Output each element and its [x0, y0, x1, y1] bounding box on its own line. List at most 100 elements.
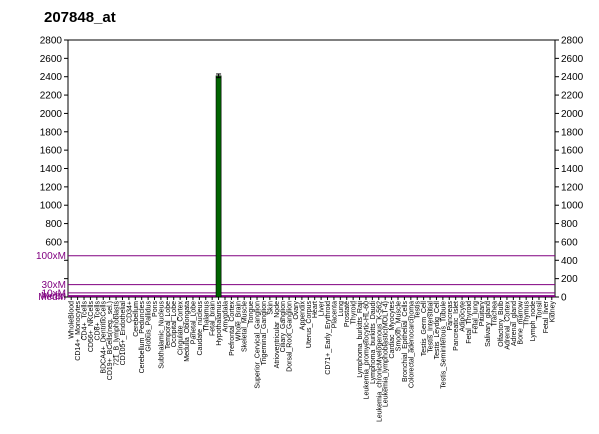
left-tick-label: 2600 [40, 54, 63, 65]
category-label: Liver [319, 300, 326, 316]
category-label: Pancreas [447, 301, 454, 331]
category-label: Testis_Germ_Cell [421, 301, 428, 357]
category-label: Subthalamic_Nucleus [158, 301, 165, 369]
left-tick-label: 600 [45, 237, 62, 248]
category-label: Bone_marrow [517, 300, 524, 345]
category-label: Cerebellum [133, 301, 140, 337]
category-label: Skin [267, 301, 274, 315]
category-label: Tongue [248, 301, 255, 324]
category-label: Cerebellum_Peduncles [139, 301, 146, 374]
category-label: Placenta [331, 301, 338, 328]
category-label: Adipocyte [460, 301, 467, 332]
left-tick-label: 1600 [40, 146, 63, 157]
category-label: Lymphoma_burkitts_Raji [357, 301, 364, 378]
left-tick-label: 2800 [40, 36, 63, 47]
right-tick-label: 2800 [561, 36, 584, 47]
category-label: Smooth_Muscle [396, 301, 403, 351]
category-label: Adrenal_Cortex [504, 301, 511, 350]
right-tick-label: 2600 [561, 54, 584, 65]
category-label: Trigeminal_Ganglion [261, 301, 268, 365]
category-label: Kidney [549, 301, 556, 323]
category-label: Ciliary_Ganglion [280, 301, 287, 352]
left-tick-label: 1400 [40, 164, 63, 175]
category-label: Globus_Pallidus [146, 301, 153, 352]
category-label: CD34+ [126, 301, 133, 323]
category-label: Heart [312, 301, 319, 318]
reference-line-label: Mean [41, 291, 66, 302]
right-tick-label: 1400 [561, 164, 584, 175]
category-label: Lung [338, 301, 345, 317]
left-tick-label: 2200 [40, 91, 63, 102]
category-label: Testis_Seminiferous_Tubule [440, 301, 447, 389]
category-label: Pancreatic_Islet [453, 301, 460, 351]
category-label: Atrioventricular_Node [274, 301, 281, 368]
right-tick-label: 200 [561, 274, 578, 285]
category-label: Lymphoma_burkitts_Daudi [370, 301, 377, 384]
category-label: Tonsil [536, 301, 543, 319]
right-tick-label: 400 [561, 256, 578, 267]
category-label: Fetal_lung [472, 301, 479, 334]
category-label: Thyroid [351, 301, 358, 324]
category-label: CD8+_Tcells [94, 301, 101, 341]
category-label: Uterus_Corpus [306, 301, 313, 349]
category-label: Ovary [293, 301, 300, 320]
category-label: BDCA4+_DentriticCells [101, 301, 108, 374]
category-label: Whole_Brain [235, 301, 242, 341]
category-label: Caudate_nucleus [197, 301, 204, 356]
category-label: Hypothalamus [216, 301, 223, 346]
left-tick-label: 1200 [40, 182, 63, 193]
bar [215, 75, 222, 298]
category-label: Skeletal_Muscle [242, 301, 249, 352]
category-label: Thalamus [203, 301, 210, 332]
reference-line-label: MedM [38, 292, 66, 303]
reference-line-label: 100xM [36, 251, 66, 262]
category-label: Pons [152, 301, 159, 317]
category-label: Fetal_brain [210, 301, 217, 336]
right-tick-label: 2200 [561, 91, 584, 102]
category-label: Dorsal_Root_Ganglion [287, 301, 294, 372]
reference-line-label: 30xM [42, 280, 66, 291]
category-label: CD4+_Tcells [82, 301, 89, 341]
bars [215, 73, 222, 298]
category-label: CD14+_Monocytes [75, 301, 82, 361]
category-label: Leukemia_lymphoblastic(MOLT-4) [383, 301, 390, 407]
left-tick-label: 2000 [40, 109, 63, 120]
category-label: CD71+_Early_Erythroid [325, 301, 332, 375]
category-label: WholeBlood [69, 301, 76, 339]
category-label: Amygdala [222, 301, 229, 332]
right-y-axis: 0 200 400 600 800 1000 1200 1400 1600 1800 2000 220… [555, 36, 584, 304]
category-label: Thymus [524, 301, 531, 326]
right-tick-label: 1800 [561, 127, 584, 138]
right-tick-label: 600 [561, 237, 578, 248]
left-tick-label: 1000 [40, 201, 63, 212]
reference-line-label: 10xM [42, 288, 66, 299]
right-tick-label: 1600 [561, 146, 584, 157]
category-label: Leukemia_promyelocytic-HL-60 [363, 301, 370, 400]
category-label: Adrenal_gland [511, 301, 518, 346]
category-label: Leukemia_chronicMyelogenous_K-562 [376, 301, 383, 422]
right-tick-label: 800 [561, 219, 578, 230]
category-label: Trachea [492, 301, 499, 327]
category-label: Olfactory_Bulb [498, 301, 505, 347]
right-tick-label: 0 [561, 293, 567, 304]
left-tick-label: 800 [45, 219, 62, 230]
chart-title: 207848_at [44, 9, 116, 26]
category-label: Testis [415, 301, 422, 319]
category-label: Fetal_liver [543, 300, 550, 333]
category-label: Salivary_gland [485, 301, 492, 347]
right-tick-label: 2400 [561, 72, 584, 83]
category-label: Fetal_Thyroid [466, 301, 473, 344]
category-label: Cardiac_Myocytes [389, 301, 396, 359]
category-label: Testis_Interstitial [428, 301, 435, 353]
category-label: Temporal_Lobe [165, 301, 172, 349]
category-label: Parietal_Lobe [190, 301, 197, 344]
category-label: Colorectal_adenocarcinoma [408, 301, 415, 388]
right-tick-label: 1000 [561, 201, 584, 212]
category-label: CD56+_NKCells [88, 301, 95, 353]
plot-area [67, 39, 556, 298]
category-label: CD19+_BCells(neg._sel.) [107, 301, 114, 380]
left-tick-label: 1800 [40, 127, 63, 138]
left-y-axis: 600 800 1000 1200 1400 1600 1800 2000 2200 2400 26… [40, 36, 68, 298]
